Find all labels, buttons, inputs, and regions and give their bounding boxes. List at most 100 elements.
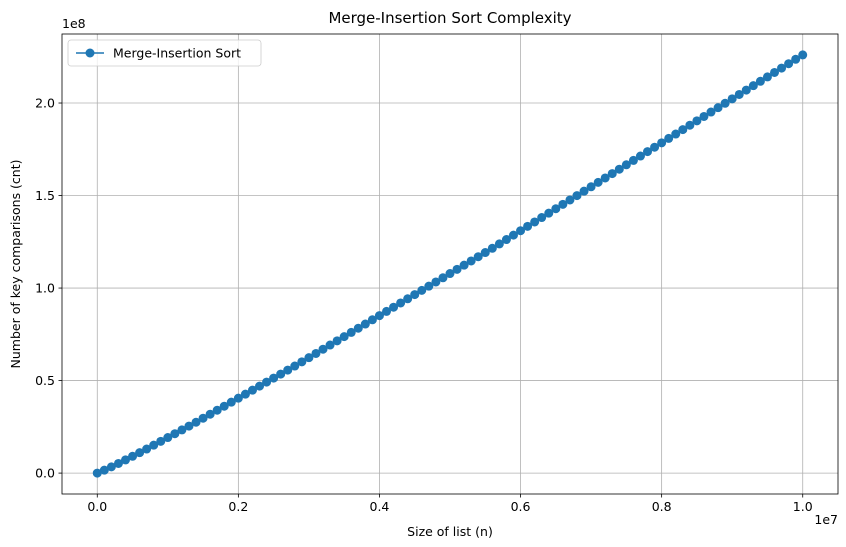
data-point [572,191,582,201]
data-point [777,63,787,73]
data-point [283,365,293,375]
data-point [466,256,476,266]
data-point [113,458,123,468]
data-point [755,76,765,86]
y-tick-label: 2.0 [35,96,55,111]
data-point [614,164,624,174]
data-point [459,260,469,270]
plot-frame [61,33,839,495]
legend: Merge-Insertion Sort [67,39,262,67]
data-point [403,294,413,304]
data-point [551,204,561,214]
data-point [255,381,265,391]
x-tick-label: 0.0 [87,499,107,514]
x-tick-label: 0.2 [228,499,248,514]
data-point [212,405,222,415]
data-point [156,436,166,446]
data-point [438,273,448,283]
data-point [191,417,201,427]
data-point [163,433,173,443]
data-point [770,67,780,77]
data-point [219,401,229,411]
data-point [678,125,688,135]
data-point [727,94,737,104]
data-point [128,451,138,461]
data-point [664,133,674,143]
data-point [579,186,589,196]
data-point [226,397,236,407]
data-point [635,151,645,161]
data-point [184,421,194,431]
data-point [643,147,653,157]
data-point [332,336,342,346]
x-axis-label: Size of list (n) [407,524,493,539]
data-point [276,369,286,379]
data-point [544,208,554,218]
data-point [784,59,794,69]
data-point [734,89,744,99]
data-point [607,169,617,179]
data-point [311,348,321,358]
grid [62,34,838,494]
x-tick-label: 0.8 [652,499,672,514]
data-point [198,413,208,423]
data-point [142,444,152,454]
data-point [685,120,695,130]
data-point [445,269,455,279]
data-point [593,177,603,187]
data-point [177,425,187,435]
x-tick-label: 0.4 [370,499,390,514]
data-point [523,221,533,231]
data-point [410,290,420,300]
data-point [106,462,116,472]
data-point [396,298,406,308]
data-point [713,103,723,113]
data-point [149,440,159,450]
legend-marker [85,48,95,58]
data-point [170,429,180,439]
data-point [135,448,145,458]
y-tick-label: 0.5 [35,373,55,388]
data-point [621,160,631,170]
data-point [748,81,758,91]
data-point [452,264,462,274]
data-point [424,281,434,291]
data-point [501,235,511,245]
data-point [508,230,518,240]
data-point [304,353,314,363]
data-point [233,393,243,403]
series-layer [92,50,808,478]
data-point [473,252,483,262]
data-point [720,98,730,108]
data-point [339,332,349,342]
data-point [487,243,497,253]
data-point [120,455,130,465]
data-point [290,361,300,371]
data-point [650,142,660,152]
data-point [431,277,441,287]
data-point [516,226,526,236]
ticks: 0.0 0.2 0.4 0.6 0.8 1.0 0.0 0.5 1.0 1.5 2.0 [35,96,813,514]
data-point [297,357,307,367]
data-point [205,409,215,419]
data-point [360,319,370,329]
data-point [762,72,772,82]
data-point [92,468,102,478]
x-tick-label: 1.0 [793,499,813,514]
data-point [791,54,801,64]
data-point [657,138,667,148]
data-point [565,195,575,205]
data-point [692,116,702,126]
legend-box [67,39,262,67]
data-point [706,107,716,117]
data-point [558,199,568,209]
data-point [798,50,808,60]
y-axis-label: Number of key comparisons (cnt) [8,160,23,369]
data-point [600,173,610,183]
legend-label: Merge-Insertion Sort [113,46,241,61]
data-point [240,389,250,399]
data-point [699,111,709,121]
x-offset-label: 1e7 [814,512,838,527]
